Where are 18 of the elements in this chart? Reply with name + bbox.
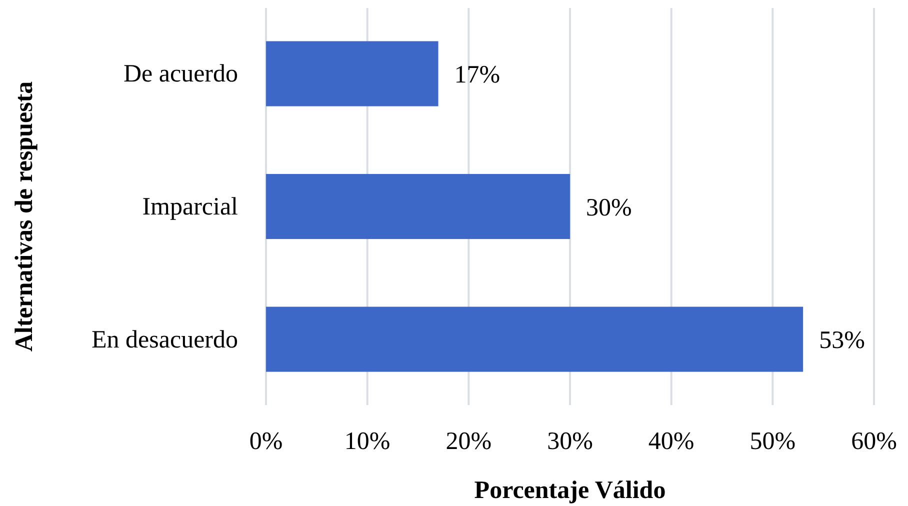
data-label: 53%	[819, 327, 865, 354]
bar	[266, 41, 438, 106]
x-tick-label: 60%	[851, 428, 897, 455]
x-tick-label: 40%	[648, 428, 694, 455]
y-tick-label: En desacuerdo	[92, 326, 238, 354]
x-tick-label: 50%	[750, 428, 796, 455]
x-tick-label: 30%	[547, 428, 593, 455]
y-axis-title: Alternativas de respuesta	[11, 80, 38, 352]
data-label: 17%	[454, 61, 500, 88]
x-tick-label: 20%	[446, 428, 492, 455]
x-tick-label: 0%	[249, 428, 283, 455]
y-tick-label: De acuerdo	[123, 60, 238, 88]
bar	[266, 174, 570, 240]
x-tick-label: 10%	[344, 428, 390, 455]
y-tick-label: Imparcial	[142, 194, 238, 220]
x-axis-title: Porcentaje Válido	[474, 477, 666, 504]
data-label: 30%	[586, 194, 632, 222]
bar	[266, 306, 804, 372]
